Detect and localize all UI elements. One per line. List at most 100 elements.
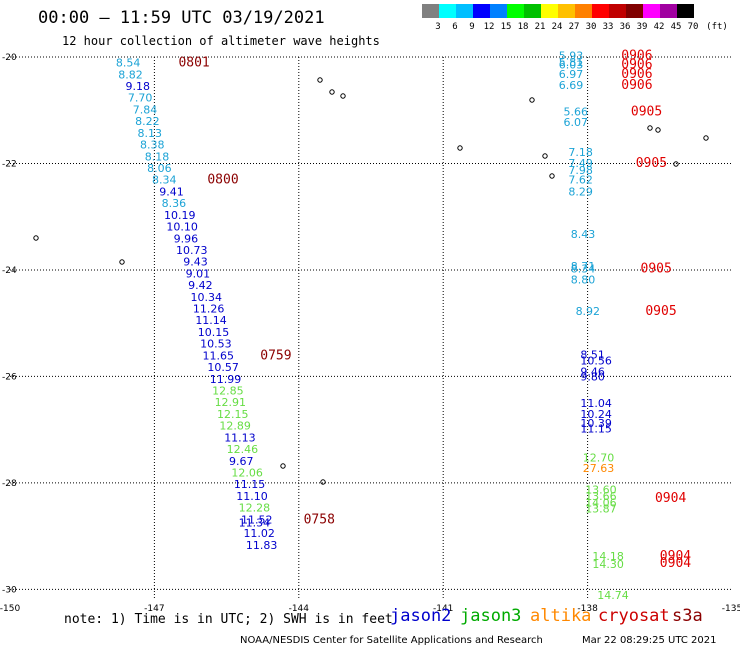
footer-note: note: 1) Time is in UTC; 2) SWH is in fe…: [64, 612, 393, 627]
wave-height-value: 9.18: [126, 80, 150, 93]
wave-height-value: 10.73: [176, 244, 208, 257]
wave-height-value: 9.67: [229, 455, 254, 468]
pass-time-label: 0904: [655, 491, 686, 506]
wave-height-value: 12.91: [215, 396, 247, 409]
x-tick-label: -138: [577, 604, 598, 614]
wave-height-value: 13.87: [585, 503, 617, 516]
wave-height-value: 10.10: [166, 221, 198, 234]
wave-height-value: 10.15: [198, 326, 230, 339]
legend-altika: altika: [530, 606, 592, 626]
wave-height-value: 10.56: [580, 355, 612, 368]
credit-text: NOAA/NESDIS Center for Satellite Applica…: [240, 635, 543, 646]
color-swatch: [490, 4, 507, 18]
color-scale-label: 18: [517, 22, 529, 32]
color-swatch: [541, 4, 558, 18]
wave-height-value: 7.70: [128, 92, 153, 105]
legend-s3a: s3a: [672, 606, 703, 626]
color-scale-label: 9: [469, 22, 475, 32]
color-scale-label: 12: [483, 22, 495, 32]
wave-height-value: 9.42: [188, 279, 213, 292]
color-scale-label: 39: [636, 22, 648, 32]
wave-height-value: 8.36: [162, 197, 187, 210]
wave-height-value: 8.80: [571, 273, 596, 286]
color-swatch: [626, 4, 643, 18]
color-swatch: [439, 4, 456, 18]
color-scale-unit: (ft): [706, 22, 728, 32]
wave-height-value: 8.54: [116, 57, 141, 70]
pass-time-label: 0906: [621, 58, 652, 73]
wave-height-value: 7.98: [568, 164, 593, 177]
color-swatch: [677, 4, 694, 18]
wave-height-value: 8.51: [580, 348, 605, 361]
legend-cryosat: cryosat: [598, 606, 670, 626]
wave-height-value: 8.82: [118, 68, 143, 81]
wave-height-value: 7.62: [568, 174, 593, 187]
wave-height-value: 13.66: [585, 490, 617, 503]
color-scale-label: 70: [687, 22, 699, 32]
wave-height-value: 9.96: [174, 232, 199, 245]
wave-height-value: 12.06: [231, 466, 263, 479]
wave-height-value: 11.26: [193, 303, 225, 316]
wave-height-value: 11.99: [210, 373, 242, 386]
color-scale-label: 21: [534, 22, 546, 32]
wave-height-value: 10.34: [191, 291, 223, 304]
island-outline: [647, 125, 653, 131]
wave-height-value: 11.13: [224, 431, 256, 444]
wave-height-value: 11.04: [580, 397, 612, 410]
wave-height-value: 12.70: [583, 452, 615, 465]
island-outline: [542, 153, 548, 159]
wave-height-value: 9.46: [580, 365, 605, 378]
color-scale-label: 3: [435, 22, 441, 32]
wave-height-value: 11.34: [239, 517, 271, 530]
y-tick-label: -24: [2, 266, 17, 276]
wave-height-value: 11.65: [203, 349, 235, 362]
wave-height-value: 8.43: [571, 228, 596, 241]
pass-time-label: 0759: [260, 348, 291, 363]
wave-height-value: 11.83: [246, 539, 278, 552]
color-scale-bar: [422, 4, 694, 18]
x-tick-label: -147: [144, 604, 164, 614]
wave-height-value: 11.52: [241, 513, 272, 526]
color-swatch: [422, 4, 439, 18]
color-swatch: [660, 4, 677, 18]
wave-height-value: 10.39: [580, 417, 612, 430]
wave-height-value: 6.97: [559, 68, 584, 81]
page-title: 00:00 – 11:59 UTC 03/19/2021: [38, 8, 325, 28]
wave-height-value: 8.22: [135, 115, 160, 128]
page-subtitle: 12 hour collection of altimeter wave hei…: [62, 34, 380, 48]
wave-height-value: 11.15: [234, 478, 266, 491]
wave-height-value: 8.92: [576, 305, 601, 318]
pass-time-label: 0758: [304, 512, 335, 527]
x-tick-label: -141: [433, 604, 453, 614]
wave-height-value: 14.74: [597, 589, 629, 602]
wave-height-value: 11.15: [580, 422, 612, 435]
wave-height-value: 5.81: [559, 56, 584, 69]
pass-time-label: 0904: [660, 549, 691, 564]
wave-height-value: 8.38: [140, 139, 165, 152]
island-outline: [549, 173, 555, 179]
pass-time-label: 0906: [621, 67, 652, 82]
wave-height-value: 14.18: [592, 550, 624, 563]
color-scale-label: 15: [500, 22, 512, 32]
pass-time-label: 0906: [621, 49, 652, 64]
wave-height-value: 9.43: [183, 256, 208, 269]
color-swatch: [473, 4, 490, 18]
pass-time-label: 0905: [631, 105, 662, 120]
wave-height-value: 8.34: [152, 174, 177, 187]
color-scale-label: 45: [670, 22, 682, 32]
wave-height-value: 5.93: [559, 50, 584, 63]
island-outline: [703, 135, 709, 141]
wave-height-value: 8.29: [568, 185, 593, 198]
island-outline: [33, 235, 39, 241]
pass-time-label: 0905: [636, 156, 667, 171]
island-outline: [457, 145, 463, 151]
y-tick-label: -22: [2, 159, 17, 169]
color-scale-label: 27: [568, 22, 580, 32]
wave-height-value: 10.57: [207, 361, 239, 374]
color-swatch: [609, 4, 626, 18]
wave-height-value: 9.01: [186, 267, 211, 280]
wave-height-value: 7.18: [568, 146, 593, 159]
color-swatch: [456, 4, 473, 18]
wave-height-value: 10.53: [200, 338, 232, 351]
island-outline: [340, 93, 346, 99]
